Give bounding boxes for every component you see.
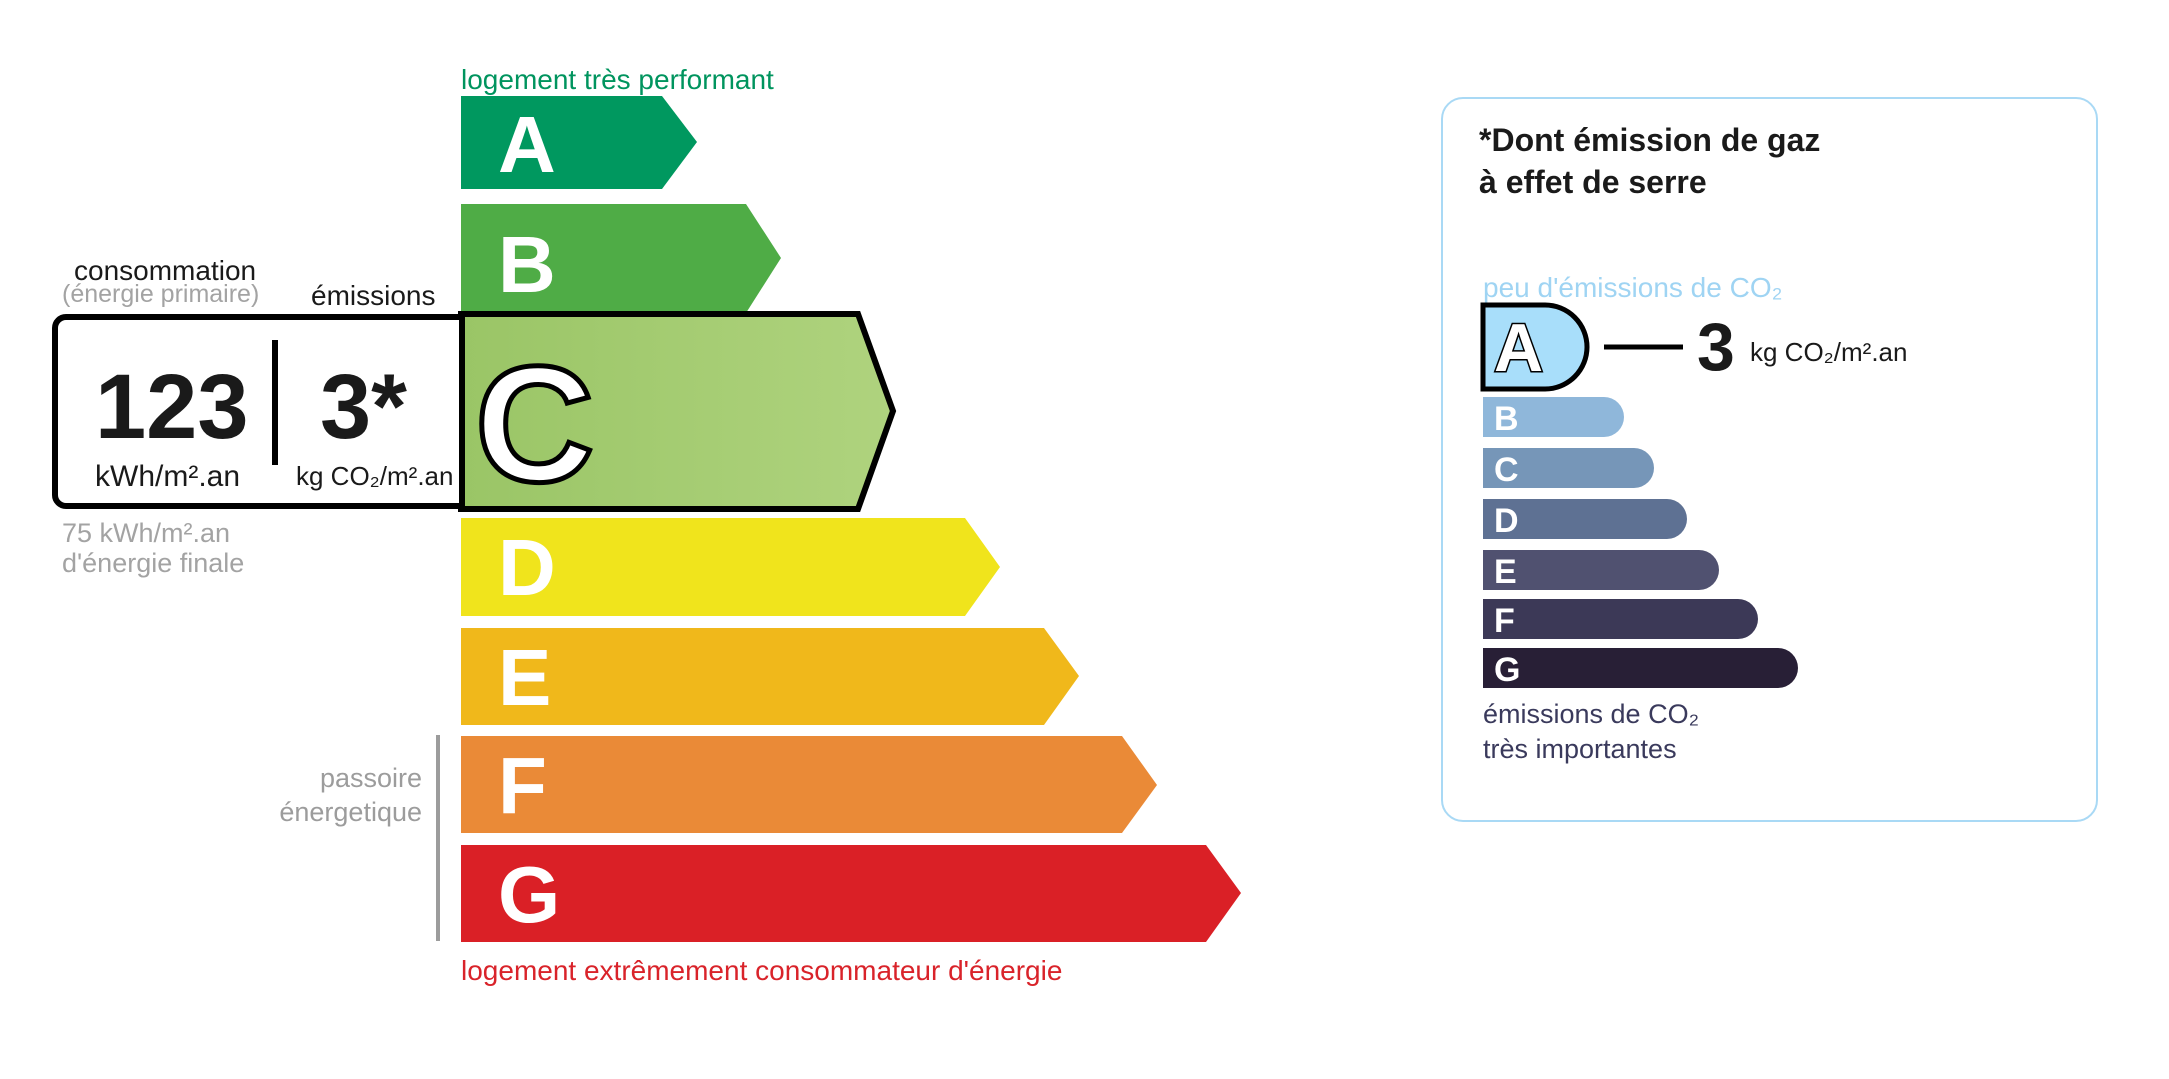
svg-text:C: C: [1494, 451, 1519, 489]
svg-text:D: D: [1494, 502, 1519, 540]
svg-text:F: F: [1494, 602, 1515, 640]
svg-text:E: E: [1494, 553, 1517, 591]
svg-text:B: B: [1494, 400, 1519, 438]
svg-text:A: A: [1494, 310, 1543, 386]
svg-text:G: G: [1494, 651, 1520, 689]
